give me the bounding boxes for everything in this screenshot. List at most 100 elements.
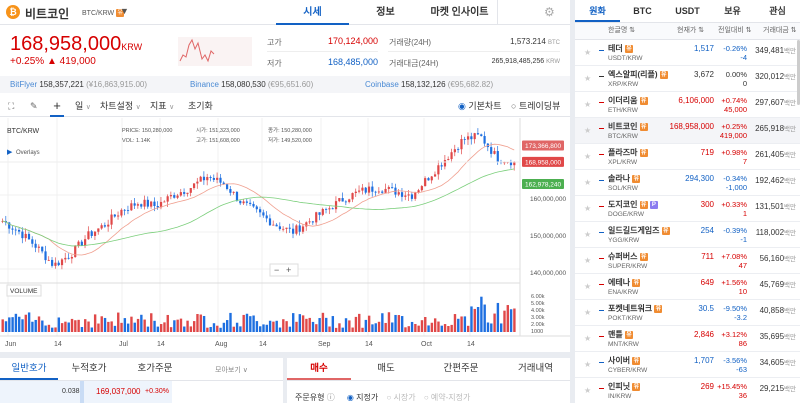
candle — [143, 199, 146, 207]
volume-bar — [513, 308, 516, 332]
exchange-prices: BitFlyer 158,357,221 (¥16,863,915.00) Bi… — [0, 76, 570, 93]
zoom-controls — [269, 263, 299, 277]
mini-candle-icon — [599, 388, 604, 389]
col-name[interactable]: 한글명 ⇅ — [608, 27, 636, 34]
candle — [219, 177, 222, 183]
candle — [90, 231, 93, 236]
market-row[interactable]: ★ 이더리움 유 ETH/KRW 6,106,000 +0.74% 45,000 … — [575, 92, 800, 118]
col-volume[interactable]: 거래대금 ⇅ — [763, 27, 797, 34]
volume-bar — [265, 324, 269, 332]
col-price[interactable]: 현재가 ⇅ — [677, 27, 705, 34]
trading-view-radio[interactable]: ○ 트레이딩뷰 — [511, 101, 561, 111]
favorite-star-icon[interactable]: ★ — [584, 74, 592, 83]
volume-bar — [470, 306, 473, 332]
candle — [331, 208, 334, 210]
volume-bar — [57, 317, 61, 332]
market-row[interactable]: ★ 엑스알피(리플) 유 XRP/KRW 3,672 0.00% 0 320,01… — [575, 66, 800, 92]
basic-chart-radio[interactable]: ◉ 기본차트 — [458, 101, 502, 111]
volume-bar — [427, 325, 430, 332]
market-row[interactable]: ★ 테더 유 USDT/KRW 1,517 -0.26% -4 349,481백만 — [575, 40, 800, 66]
tab-sell[interactable]: 매도 — [377, 363, 395, 374]
reset-button[interactable]: 초기화 — [188, 101, 213, 111]
volume-bar — [245, 313, 249, 332]
tab-market-insight[interactable]: 마켓 인사이트 — [430, 7, 489, 18]
orderbook-row[interactable]: 0.038 169,037,000 +0.30% — [0, 381, 172, 403]
tab-orderbook-order[interactable]: 호가주문 — [137, 363, 173, 374]
favorite-star-icon[interactable]: ★ — [584, 126, 592, 135]
candle — [354, 191, 357, 194]
limit-radio[interactable]: ◉ — [346, 393, 354, 402]
favorite-star-icon[interactable]: ★ — [584, 178, 592, 187]
tab-cumulative-orderbook[interactable]: 누적호가 — [71, 363, 107, 374]
coin-price: 1,707 — [693, 356, 714, 365]
coin-dropdown-icon[interactable]: ▼ — [120, 6, 129, 16]
pencil-icon[interactable]: ✎ — [30, 101, 38, 111]
favorite-star-icon[interactable]: ★ — [584, 204, 592, 213]
volume-tick-label: 2.00k — [531, 322, 545, 328]
candle — [54, 262, 57, 266]
candle — [443, 160, 447, 167]
candle — [18, 229, 21, 232]
favorite-star-icon[interactable]: ★ — [584, 230, 592, 239]
market-radio[interactable]: ○ 시장가 — [386, 393, 416, 402]
candle — [364, 187, 367, 193]
market-tab[interactable]: 원화 — [575, 0, 620, 22]
fullscreen-icon[interactable]: ⛶ — [8, 101, 15, 111]
market-tab[interactable]: BTC — [633, 6, 652, 16]
market-row[interactable]: ★ 슈퍼버스 유 SUPER/KRW 711 +7.08% 47 56,160백만 — [575, 248, 800, 274]
favorite-star-icon[interactable]: ★ — [584, 48, 592, 57]
market-row[interactable]: ★ 포켓네트워크 유 POKT/KRW 30.5 -9.50% -3.2 40,8… — [575, 300, 800, 326]
favorite-star-icon[interactable]: ★ — [584, 100, 592, 109]
tab-simple-order[interactable]: 간편주문 — [443, 363, 479, 374]
market-tab[interactable]: 관심 — [769, 6, 786, 16]
favorite-star-icon[interactable]: ★ — [584, 152, 592, 161]
crosshair-icon[interactable]: + — [50, 95, 64, 117]
price-chart[interactable]: 160,000,000 150,000,000 140,000,000 173,366… — [0, 118, 570, 352]
volume-bar — [407, 326, 410, 332]
coin-volume: 35,695백만 — [759, 332, 796, 341]
tab-general-orderbook[interactable]: 일반호가 — [0, 358, 58, 380]
coin-code: XPL/KRW — [608, 159, 638, 166]
market-row[interactable]: ★ 도지코인 유 P DOGE/KRW 300 +0.33% 1 131,501백… — [575, 196, 800, 222]
volume-bar — [156, 326, 160, 332]
market-row[interactable]: ★ 에테나 유 ENA/KRW 649 +1.56% 10 45,769백만 — [575, 274, 800, 300]
settings-gear-icon[interactable]: ⚙ — [544, 5, 555, 19]
market-row[interactable]: ★ 맨틀 유 MNT/KRW 2,846 +3.12% 86 35,695백만 — [575, 326, 800, 352]
tab-trade-history[interactable]: 거래내역 — [518, 363, 553, 374]
volume-bar — [239, 326, 242, 332]
volume-bar — [466, 325, 470, 332]
favorite-star-icon[interactable]: ★ — [584, 360, 592, 369]
market-row[interactable]: ★ 솔라나 유 SOL/KRW 294,300 -0.34% -1,000 192… — [575, 170, 800, 196]
market-tab[interactable]: USDT — [675, 6, 700, 16]
tab-quote[interactable]: 시세 — [276, 0, 349, 25]
favorite-star-icon[interactable]: ★ — [584, 386, 592, 395]
favorite-star-icon[interactable]: ★ — [584, 256, 592, 265]
mini-candle-icon — [599, 50, 604, 51]
volume-bar — [4, 321, 8, 332]
favorite-star-icon[interactable]: ★ — [584, 282, 592, 291]
favorite-star-icon[interactable]: ★ — [584, 308, 592, 317]
market-row[interactable]: ★ 일드길드게임즈 유 YGG/KRW 254 -0.39% -1 118,002… — [575, 222, 800, 248]
market-row[interactable]: ★ 사이버 유 CYBER/KRW 1,707 -3.56% -63 34,605… — [575, 352, 800, 378]
reserve-radio[interactable]: ○ 예약-지정가 — [423, 393, 471, 402]
tab-info[interactable]: 정보 — [376, 7, 395, 18]
favorite-star-icon[interactable]: ★ — [584, 334, 592, 343]
market-row[interactable]: ★ 비트코인 유 BTC/KRW 168,958,000 +0.25% 419,0… — [575, 118, 800, 144]
coin-price: 254 — [700, 226, 714, 235]
chart-settings-dropdown[interactable]: 차트설정 ∨ — [100, 101, 141, 111]
volume-bar — [358, 313, 361, 332]
volume-label: VOLUME — [10, 288, 38, 295]
scrollbar[interactable] — [797, 40, 800, 105]
tab-buy[interactable]: 매수 — [287, 358, 351, 380]
market-row[interactable]: ★ 플라즈마 유 XPL/KRW 719 +0.98% 7 261,405백만 — [575, 144, 800, 170]
market-tab[interactable]: 보유 — [724, 6, 741, 16]
candle — [509, 162, 513, 166]
col-change[interactable]: 전일대비 ⇅ — [718, 27, 752, 34]
interval-dropdown[interactable]: 일 ∨ — [75, 101, 91, 111]
volume-bar — [391, 322, 394, 332]
coin-code: CYBER/KRW — [608, 367, 648, 374]
volume-value: 1,573.214 — [510, 37, 546, 46]
indicators-dropdown[interactable]: 지표 ∨ — [150, 101, 175, 111]
market-row[interactable]: ★ 인피닛 유 IN/KRW 269 +15.45% 36 29,215백만 — [575, 378, 800, 403]
view-dropdown[interactable]: 모아보기 ∨ — [215, 367, 248, 374]
